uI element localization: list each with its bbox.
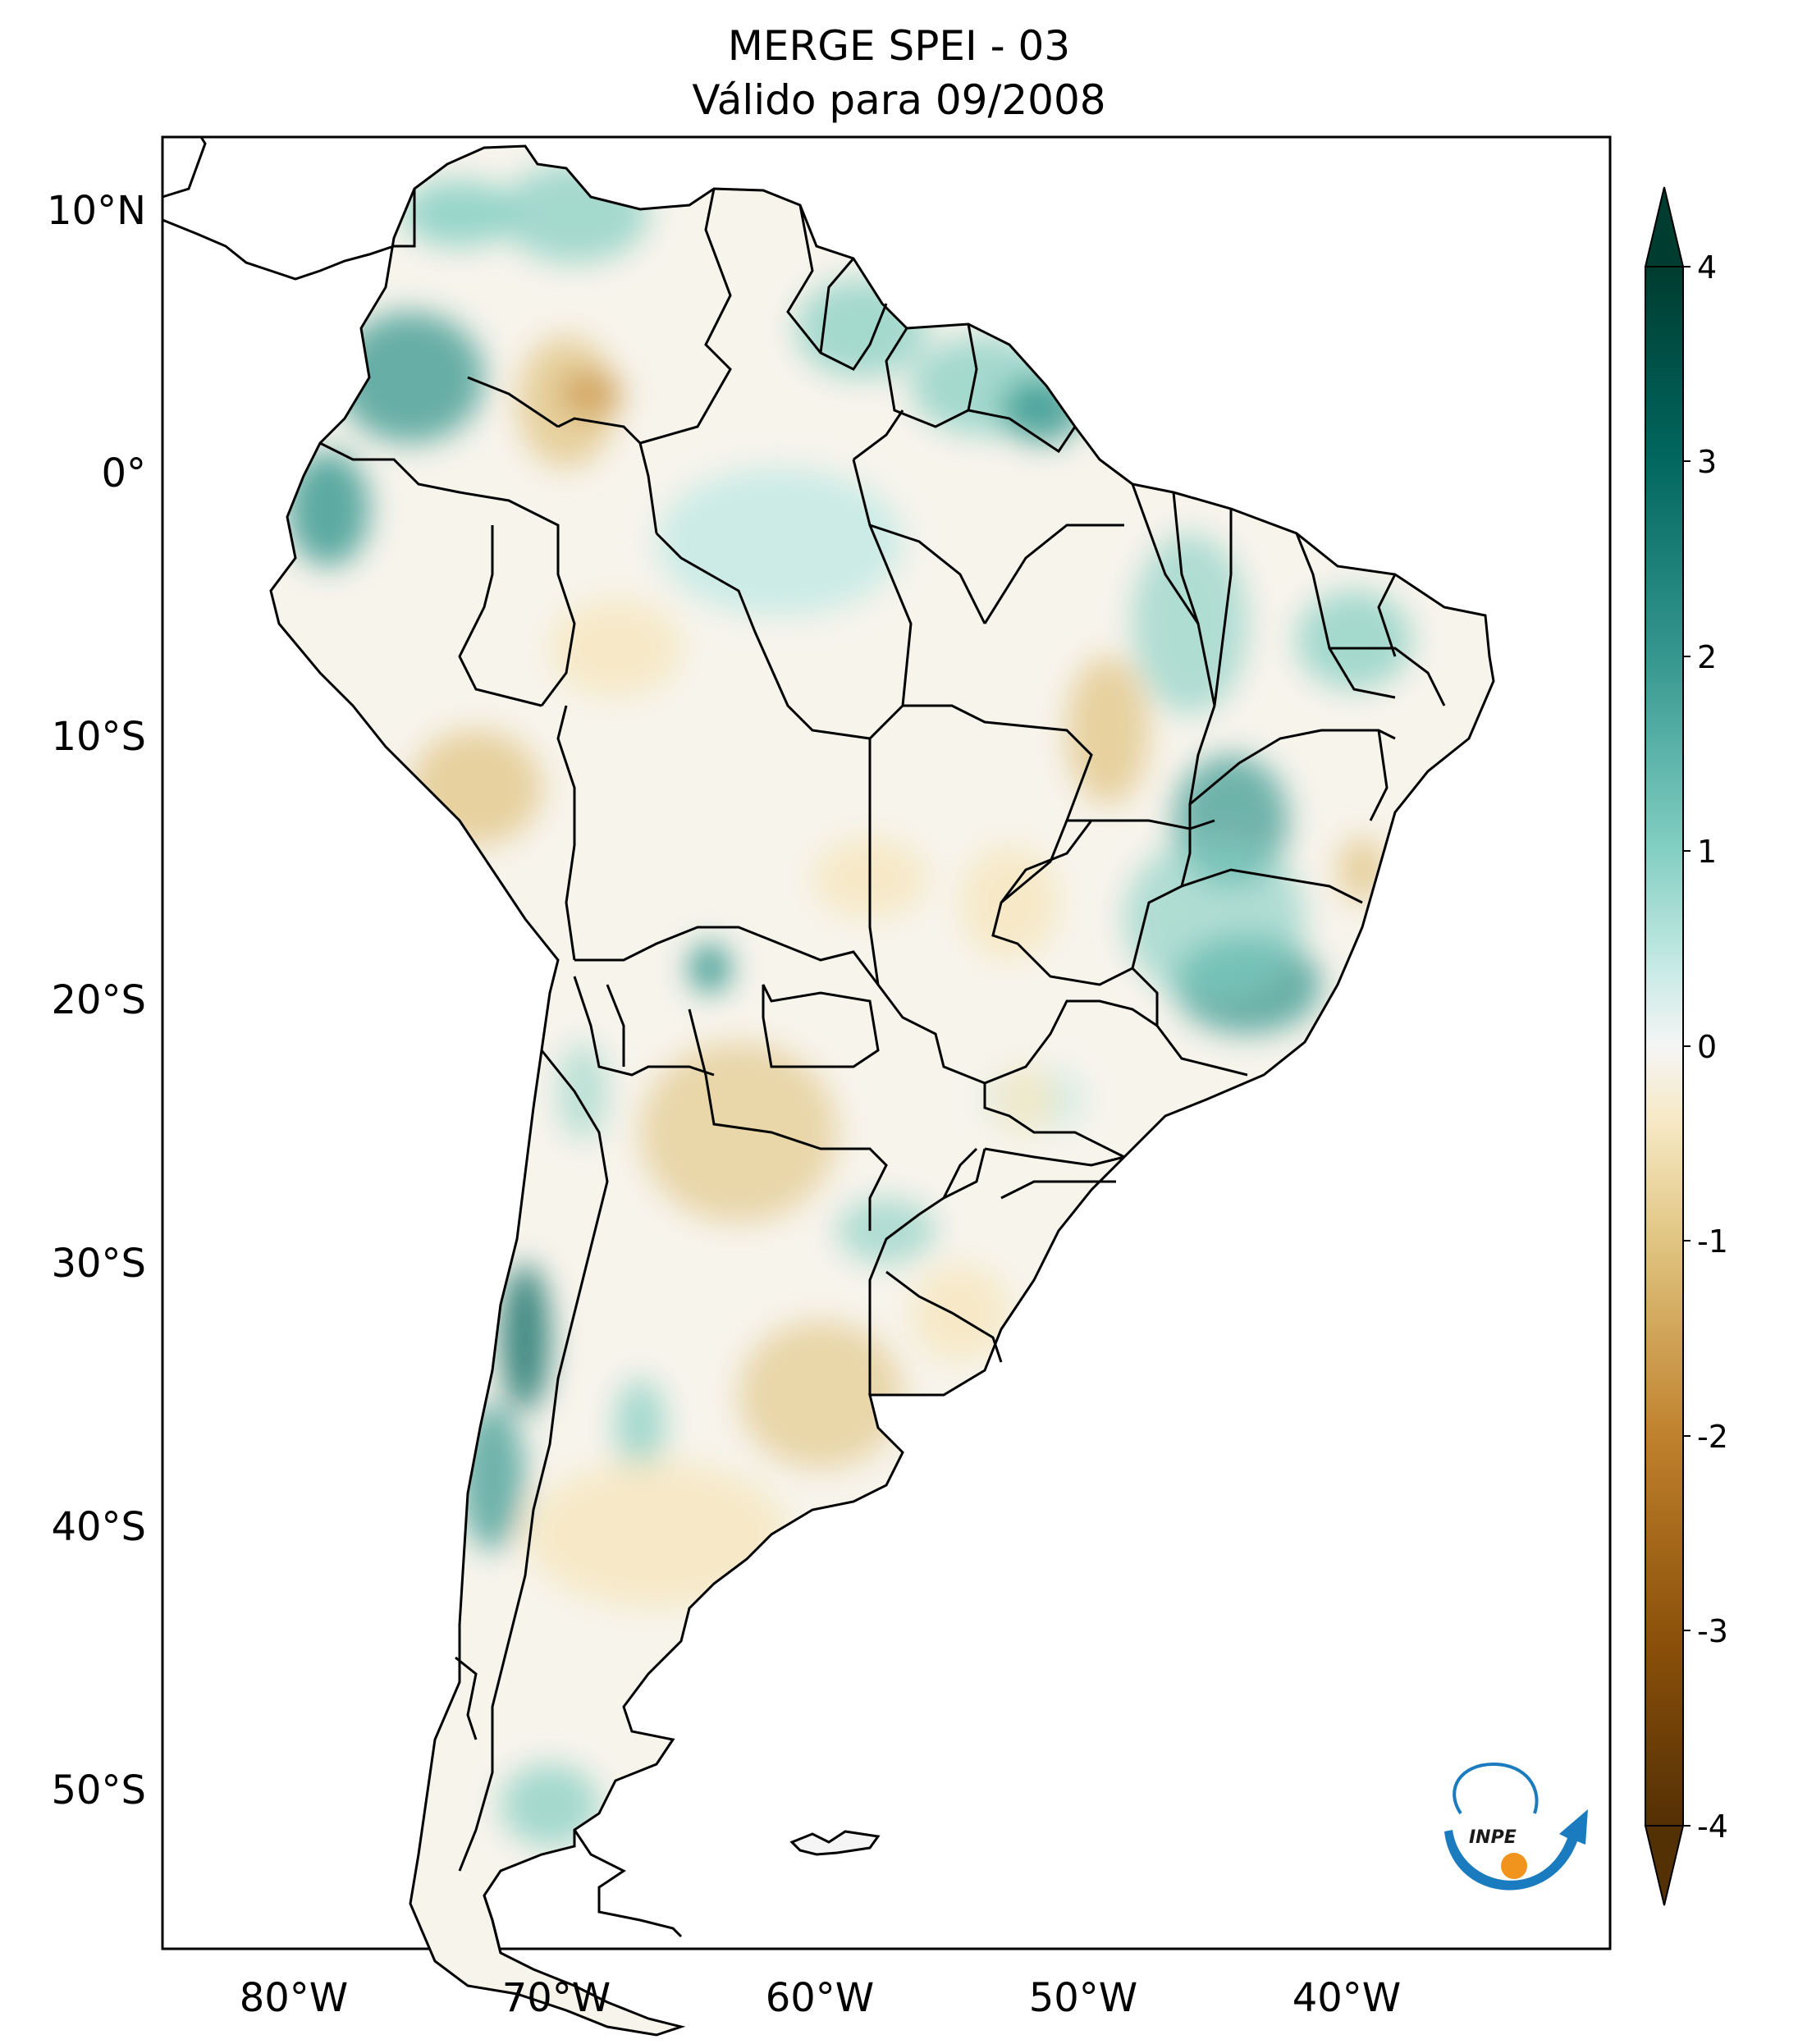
logo-arrow-icon [1444,1809,1588,1891]
logo-orbit-icon [1453,1762,1539,1815]
logo-dot-icon [1501,1853,1527,1879]
colorbar-ticks [1683,266,1690,1827]
colorbar-tick-label: -1 [1697,1223,1728,1260]
lon-tick-label: 70°W [502,1975,611,2021]
lon-tick-label: 40°W [1292,1975,1402,2021]
lat-tick-label: 0° [101,450,146,496]
colorbar: 4 3 2 1 0 -1 -2 -3 -4 [1644,186,1728,1906]
colorbar-max-extension [1644,186,1685,268]
lon-tick-label: 60°W [766,1975,875,2021]
colorbar-tick-label: -3 [1697,1613,1728,1649]
colorbar-tick-label: 1 [1697,834,1717,870]
lon-tick-label: 50°W [1029,1975,1138,2021]
map-subtitle: Válido para 09/2008 [692,76,1106,124]
lat-tick-label: 10°S [51,714,146,760]
continent-outline [269,144,1495,2037]
central-america-outline [162,136,416,281]
lat-tick-labels: 10°N 0° 10°S 20°S 30°S 40°S 50°S [47,188,146,1813]
colorbar-tick-label: -2 [1697,1419,1728,1455]
lat-tick-label: 10°N [47,188,146,234]
lon-tick-labels: 80°W 70°W 60°W 50°W 40°W [240,1975,1402,2021]
political-borders [319,188,1446,1954]
lat-tick-label: 40°S [51,1504,146,1550]
lat-tick-label: 50°S [51,1767,146,1813]
lon-tick-label: 80°W [240,1975,349,2021]
colorbar-tick-label: 3 [1697,444,1717,480]
colorbar-tick-label: 4 [1697,249,1717,286]
colorbar-tick-label: 0 [1697,1029,1717,1065]
logo-text: INPE [1469,1827,1517,1848]
colorbar-min-extension [1644,1825,1685,1906]
map-title: MERGE SPEI - 03 [727,22,1071,70]
lat-tick-label: 20°S [51,977,146,1023]
lat-tick-label: 30°S [51,1241,146,1287]
inpe-logo: INPE [1444,1762,1588,1891]
colorbar-bar [1645,266,1684,1827]
colorbar-tick-label: 2 [1697,639,1717,675]
colorbar-tick-label: -4 [1697,1809,1728,1845]
falkland-islands [789,1830,881,1856]
